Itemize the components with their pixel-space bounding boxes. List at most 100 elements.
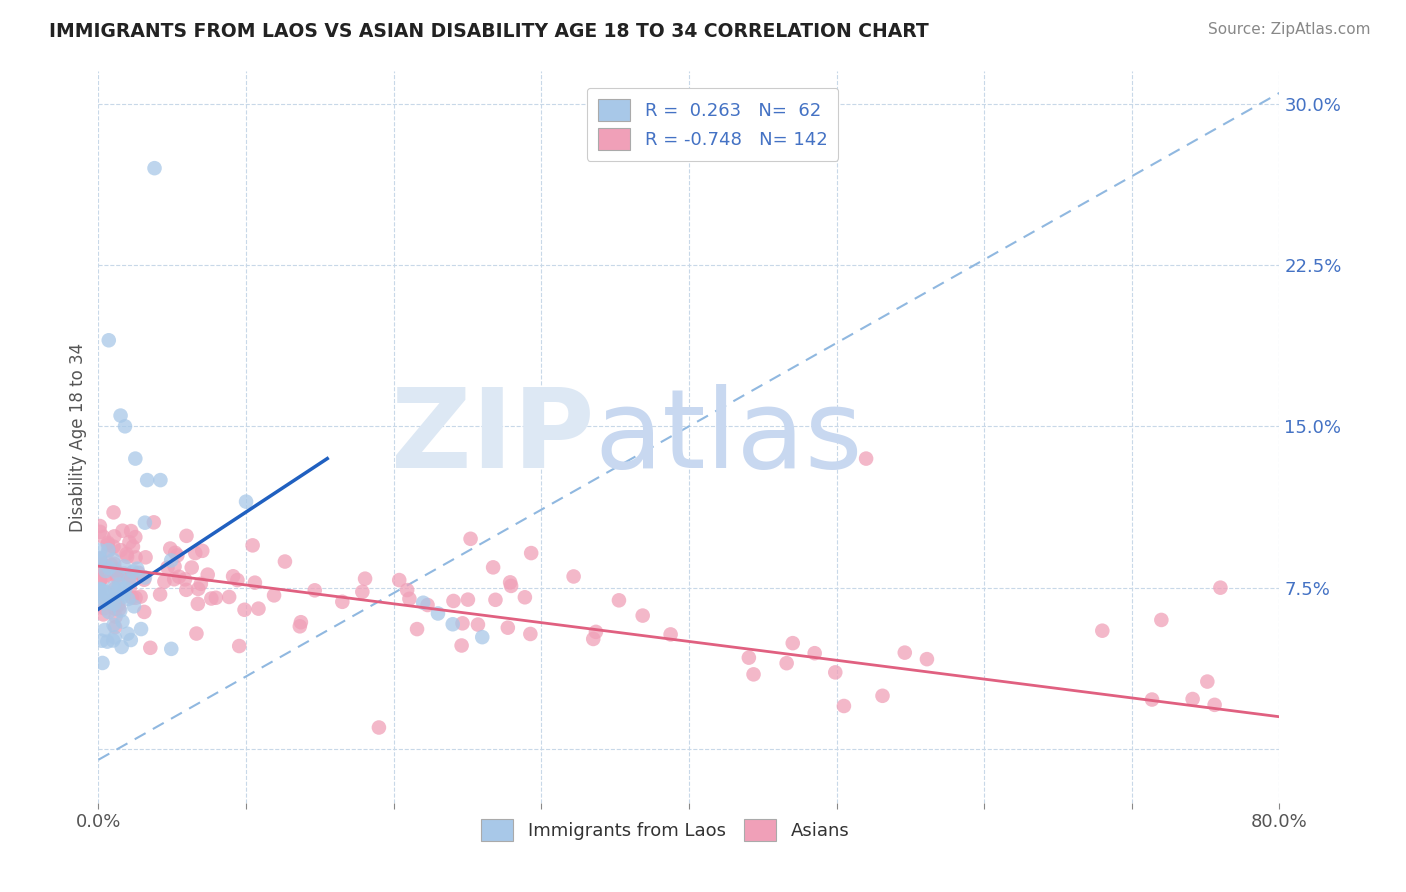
Point — [775, 656, 797, 670]
Point — [233, 603, 256, 617]
Point — [121, 570, 143, 584]
Point — [519, 627, 541, 641]
Point — [143, 161, 166, 176]
Point — [115, 547, 138, 561]
Point — [122, 565, 145, 579]
Point — [290, 615, 312, 630]
Point — [110, 543, 132, 558]
Point — [100, 563, 122, 577]
Point — [191, 544, 214, 558]
Point — [89, 524, 111, 539]
Point — [513, 591, 536, 605]
Point — [457, 592, 479, 607]
Point — [520, 546, 543, 560]
Point — [416, 598, 439, 612]
Point — [117, 591, 139, 606]
Point — [118, 574, 141, 588]
Point — [163, 572, 186, 586]
Point — [89, 573, 111, 587]
Point — [89, 519, 111, 533]
Point — [176, 529, 198, 543]
Point — [242, 538, 264, 552]
Point — [103, 540, 125, 554]
Point — [100, 563, 122, 577]
Point — [872, 689, 894, 703]
Point — [89, 551, 111, 566]
Point — [1150, 613, 1173, 627]
Point — [159, 541, 181, 556]
Point — [450, 639, 472, 653]
Point — [100, 558, 122, 572]
Point — [117, 626, 139, 640]
Point — [104, 595, 127, 609]
Point — [101, 563, 124, 577]
Point — [247, 601, 270, 615]
Point — [1204, 698, 1226, 712]
Point — [398, 591, 420, 606]
Point — [832, 698, 855, 713]
Legend: Immigrants from Laos, Asians: Immigrants from Laos, Asians — [474, 812, 856, 848]
Point — [104, 620, 127, 634]
Point — [136, 473, 159, 487]
Point — [352, 584, 374, 599]
Point — [120, 524, 142, 538]
Point — [915, 652, 938, 666]
Point — [96, 594, 118, 608]
Point — [108, 602, 131, 616]
Point — [484, 592, 506, 607]
Point — [205, 591, 228, 605]
Point — [135, 550, 157, 565]
Point — [631, 608, 654, 623]
Point — [103, 597, 125, 611]
Point — [122, 540, 145, 554]
Point — [304, 583, 326, 598]
Point — [167, 570, 190, 584]
Text: atlas: atlas — [595, 384, 863, 491]
Point — [91, 607, 114, 622]
Point — [107, 582, 129, 596]
Point — [471, 630, 494, 644]
Point — [118, 581, 141, 595]
Point — [1209, 581, 1232, 595]
Point — [107, 598, 129, 612]
Point — [803, 646, 825, 660]
Point — [174, 572, 197, 586]
Point — [114, 419, 136, 434]
Point — [103, 581, 125, 595]
Point — [186, 626, 208, 640]
Point — [1181, 692, 1204, 706]
Point — [330, 595, 353, 609]
Point — [200, 591, 222, 606]
Point — [396, 582, 419, 597]
Point — [165, 546, 187, 560]
Point — [134, 573, 156, 587]
Point — [89, 582, 111, 596]
Point — [114, 582, 136, 596]
Point — [103, 505, 125, 519]
Point — [112, 590, 135, 604]
Point — [501, 579, 523, 593]
Point — [94, 570, 117, 584]
Point — [112, 566, 135, 581]
Point — [129, 622, 152, 636]
Point — [107, 566, 129, 581]
Point — [122, 599, 145, 614]
Point — [585, 624, 607, 639]
Point — [89, 583, 111, 598]
Point — [111, 524, 134, 538]
Point — [149, 587, 172, 601]
Point — [742, 667, 765, 681]
Point — [467, 617, 489, 632]
Point — [111, 615, 134, 629]
Point — [160, 553, 183, 567]
Point — [482, 560, 505, 574]
Point — [97, 605, 120, 619]
Point — [97, 537, 120, 551]
Point — [166, 549, 188, 563]
Point — [97, 333, 120, 347]
Point — [94, 584, 117, 599]
Point — [118, 535, 141, 549]
Point — [89, 543, 111, 558]
Point — [607, 593, 630, 607]
Point — [782, 636, 804, 650]
